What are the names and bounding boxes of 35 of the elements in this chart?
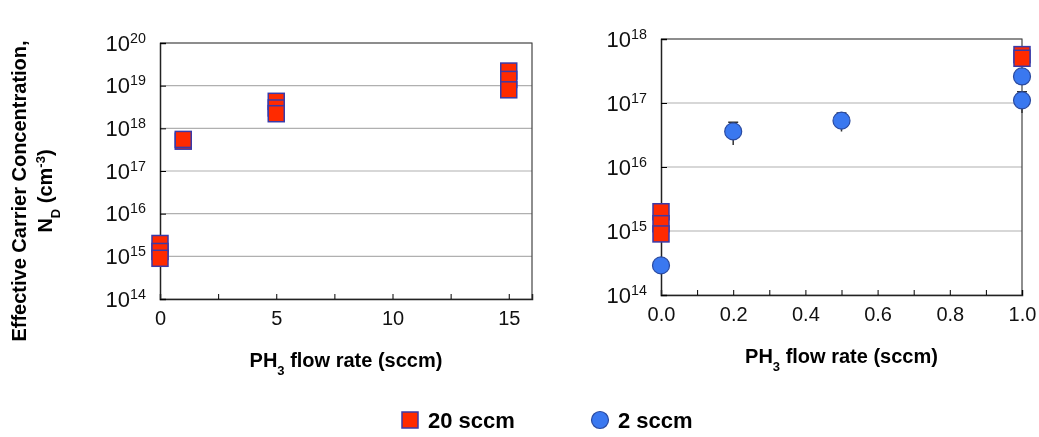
point bbox=[652, 225, 670, 243]
x-tick-label: 1.0 bbox=[1008, 303, 1037, 326]
y-tick-label: 10$^{14}$ bbox=[606, 281, 648, 308]
point bbox=[724, 122, 743, 141]
x-tick-label: 10 bbox=[381, 307, 405, 330]
x-axis-title: PH$_{3}$ flow rate (sccm) bbox=[745, 345, 938, 374]
point bbox=[1012, 91, 1032, 110]
point bbox=[1012, 67, 1032, 86]
x-tick-label: 15 bbox=[498, 307, 521, 330]
point bbox=[151, 249, 169, 268]
y-tick-label: 10$^{18}$ bbox=[606, 25, 648, 52]
x-tick-label: 0.6 bbox=[864, 303, 893, 326]
x-tick-label: 0.8 bbox=[936, 303, 965, 326]
y-tick-label: 10$^{15}$ bbox=[606, 217, 648, 244]
y-tick-label: 10$^{15}$ bbox=[105, 242, 147, 269]
legend-label: 2 sccm bbox=[618, 408, 693, 433]
point bbox=[500, 81, 518, 99]
y-tick-label: 10$^{19}$ bbox=[105, 72, 147, 99]
point bbox=[1013, 49, 1031, 68]
y-tick-label: 10$^{14}$ bbox=[105, 285, 147, 312]
point bbox=[651, 256, 671, 275]
legend-label: 20 sccm bbox=[428, 408, 515, 433]
y-tick-label: 10$^{17}$ bbox=[105, 157, 147, 184]
x-tick-label: 0 bbox=[154, 307, 167, 330]
y-tick-label: 10$^{18}$ bbox=[105, 114, 147, 141]
point bbox=[267, 104, 285, 123]
x-axis-title: PH$_{3}$ flow rate (sccm) bbox=[249, 349, 443, 378]
y-tick-label: 10$^{16}$ bbox=[606, 153, 648, 180]
x-tick-label: 0.0 bbox=[647, 303, 676, 326]
y-tick-label: 10$^{17}$ bbox=[606, 89, 648, 116]
x-tick-label: 5 bbox=[271, 307, 283, 330]
y-tick-label: 10$^{20}$ bbox=[105, 29, 147, 56]
y-tick-label: 10$^{16}$ bbox=[105, 200, 147, 227]
x-tick-label: 0.2 bbox=[719, 303, 748, 326]
x-tick-label: 0.4 bbox=[791, 303, 820, 326]
